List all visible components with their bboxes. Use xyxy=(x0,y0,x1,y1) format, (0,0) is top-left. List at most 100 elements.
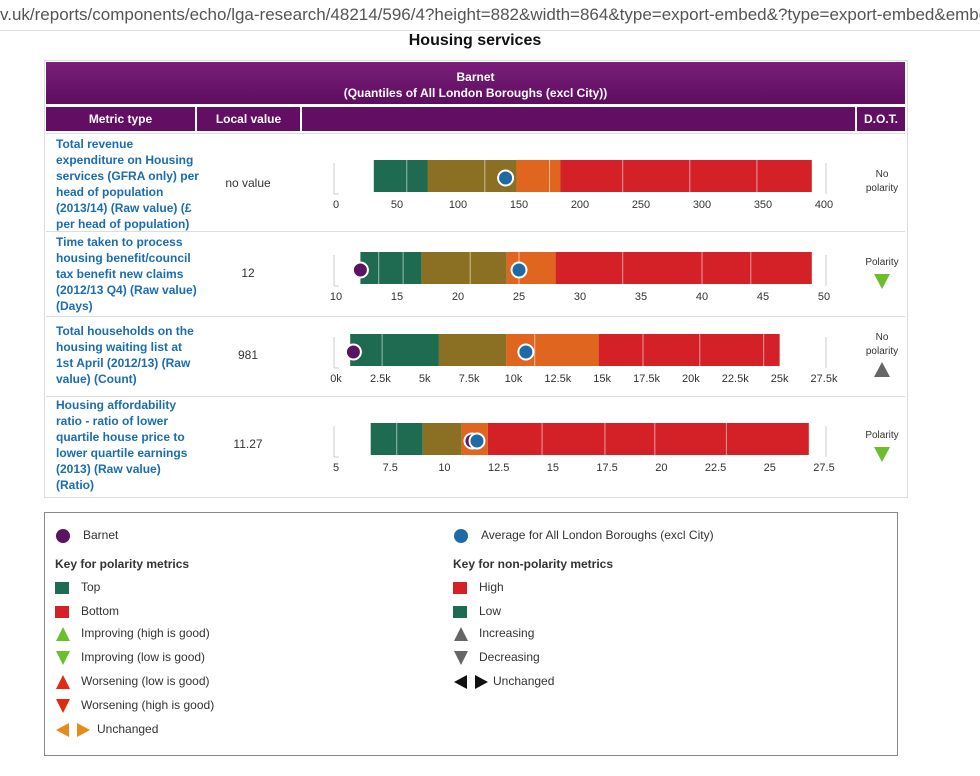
quantile-band-olive xyxy=(421,252,507,284)
key-decreasing: Decreasing xyxy=(453,650,540,666)
report-panel: Barnet (Quantiles of All London Boroughs… xyxy=(44,60,908,498)
green-down-arrow-icon xyxy=(874,447,890,462)
tick-label: 5k xyxy=(419,373,431,385)
table-row: Housing affordability ratio - ratio of l… xyxy=(46,396,905,495)
local-value: 11.27 xyxy=(233,437,263,451)
tick-label: 27.5 xyxy=(813,462,834,474)
quantile-band-red xyxy=(555,252,812,284)
metric-name[interactable]: Total revenue expenditure on Housing ser… xyxy=(56,137,199,231)
local-value-marker xyxy=(351,261,369,279)
red-down-arrow-icon xyxy=(56,699,70,713)
dot-label: No polarity xyxy=(865,332,899,357)
tick-label: 17.5k xyxy=(633,373,660,385)
tick-label: 25k xyxy=(771,373,789,385)
key-low: Low xyxy=(453,604,501,618)
tick-label: 250 xyxy=(632,199,650,211)
legend-key: Barnet Average for All London Boroughs (… xyxy=(44,512,898,756)
quantile-band-olive xyxy=(438,334,507,366)
col-dot: D.O.T. xyxy=(857,107,905,131)
table-row: Total households on the housing waiting … xyxy=(46,316,905,397)
quantile-band-orange xyxy=(516,160,561,192)
local-value: 981 xyxy=(237,348,259,362)
polarity-key-heading: Key for polarity metrics xyxy=(55,557,190,571)
average-value-marker xyxy=(510,261,528,279)
red-swatch-icon xyxy=(55,605,69,618)
key-top: Top xyxy=(55,580,100,594)
key-high: High xyxy=(453,580,504,594)
tick-label: 15k xyxy=(593,373,611,385)
quantile-chart: 10 15 20 25 30 35 40 45 50 xyxy=(330,252,830,303)
tick-label: 100 xyxy=(449,199,467,211)
grey-up-arrow-icon xyxy=(454,627,468,641)
quantile-band-green xyxy=(373,160,428,192)
orange-left-right-arrow-icon xyxy=(56,723,90,737)
average-value-marker xyxy=(497,169,515,187)
metric-name[interactable]: Housing affordability ratio - ratio of l… xyxy=(56,398,188,492)
tick-label: 5 xyxy=(333,462,339,474)
dot-label: Polarity xyxy=(865,430,899,441)
nonpolarity-key-heading: Key for non-polarity metrics xyxy=(453,557,614,571)
green-swatch-icon xyxy=(55,581,69,594)
col-metric-type: Metric type xyxy=(46,107,195,131)
green-swatch-icon xyxy=(453,605,467,618)
quantile-chart: 0 50 100 150 200 250 300 350 400 xyxy=(333,160,833,211)
tick-label: 45 xyxy=(757,291,769,303)
tick-label: 400 xyxy=(815,199,833,211)
header-band: Barnet (Quantiles of All London Boroughs… xyxy=(46,62,905,104)
red-swatch-icon xyxy=(453,581,467,594)
tick-label: 35 xyxy=(635,291,647,303)
key-unchanged-nonpolarity: Unchanged xyxy=(453,674,554,690)
tick-label: 7.5k xyxy=(459,373,480,385)
average-value-marker xyxy=(517,343,535,361)
tick-label: 25 xyxy=(764,462,776,474)
tick-label: 7.5 xyxy=(383,462,398,474)
average-marker-icon xyxy=(454,529,468,543)
tick-label: 200 xyxy=(571,199,589,211)
key-barnet: Barnet xyxy=(55,528,118,544)
green-up-arrow-icon xyxy=(56,627,70,641)
tick-label: 20k xyxy=(682,373,700,385)
green-down-arrow-icon xyxy=(874,274,890,289)
tick-label: 50 xyxy=(818,291,830,303)
dot-label: Polarity xyxy=(865,257,899,268)
tick-label: 15 xyxy=(547,462,559,474)
key-improving-low: Improving (low is good) xyxy=(55,650,205,666)
tick-label: 15 xyxy=(391,291,403,303)
table-row: Total revenue expenditure on Housing ser… xyxy=(46,133,905,232)
metric-name[interactable]: Time taken to process housing benefit/co… xyxy=(56,235,197,313)
quantile-band-red xyxy=(598,334,780,366)
tick-label: 40 xyxy=(696,291,708,303)
dot-label: No polarity xyxy=(865,169,899,194)
quantile-band-green xyxy=(350,334,439,366)
tick-label: 10 xyxy=(438,462,450,474)
address-bar[interactable]: v.uk/reports/components/echo/lga-researc… xyxy=(0,0,980,31)
local-value: 12 xyxy=(241,266,255,280)
quantile-band-red xyxy=(560,160,812,192)
col-chart xyxy=(302,107,855,131)
tick-label: 22.5 xyxy=(705,462,726,474)
comparison-group: (Quantiles of All London Boroughs (excl … xyxy=(343,86,608,100)
tick-label: 10 xyxy=(330,291,342,303)
tick-label: 25 xyxy=(513,291,525,303)
barnet-marker-icon xyxy=(56,529,70,543)
tick-label: 350 xyxy=(754,199,772,211)
col-local-value: Local value xyxy=(197,107,300,131)
red-up-arrow-icon xyxy=(56,675,70,689)
tick-label: 17.5 xyxy=(596,462,617,474)
key-average: Average for All London Boroughs (excl Ci… xyxy=(453,528,714,544)
grey-down-arrow-icon xyxy=(454,651,468,665)
tick-label: 150 xyxy=(510,199,528,211)
key-increasing: Increasing xyxy=(453,626,534,642)
quantile-band-green xyxy=(360,252,422,284)
quantile-chart: 5 7.5 10 12.5 15 17.5 20 22.5 25 27.5 xyxy=(333,423,835,474)
local-value-marker xyxy=(344,343,362,361)
tick-label: 300 xyxy=(693,199,711,211)
key-bottom: Bottom xyxy=(55,604,119,618)
tick-label: 50 xyxy=(391,199,403,211)
tick-label: 2.5k xyxy=(370,373,391,385)
tick-label: 12.5k xyxy=(544,373,571,385)
metric-name[interactable]: Total households on the housing waiting … xyxy=(56,324,194,386)
tick-label: 27.5k xyxy=(811,373,838,385)
average-value-marker xyxy=(468,432,486,450)
area-name: Barnet xyxy=(456,70,495,84)
